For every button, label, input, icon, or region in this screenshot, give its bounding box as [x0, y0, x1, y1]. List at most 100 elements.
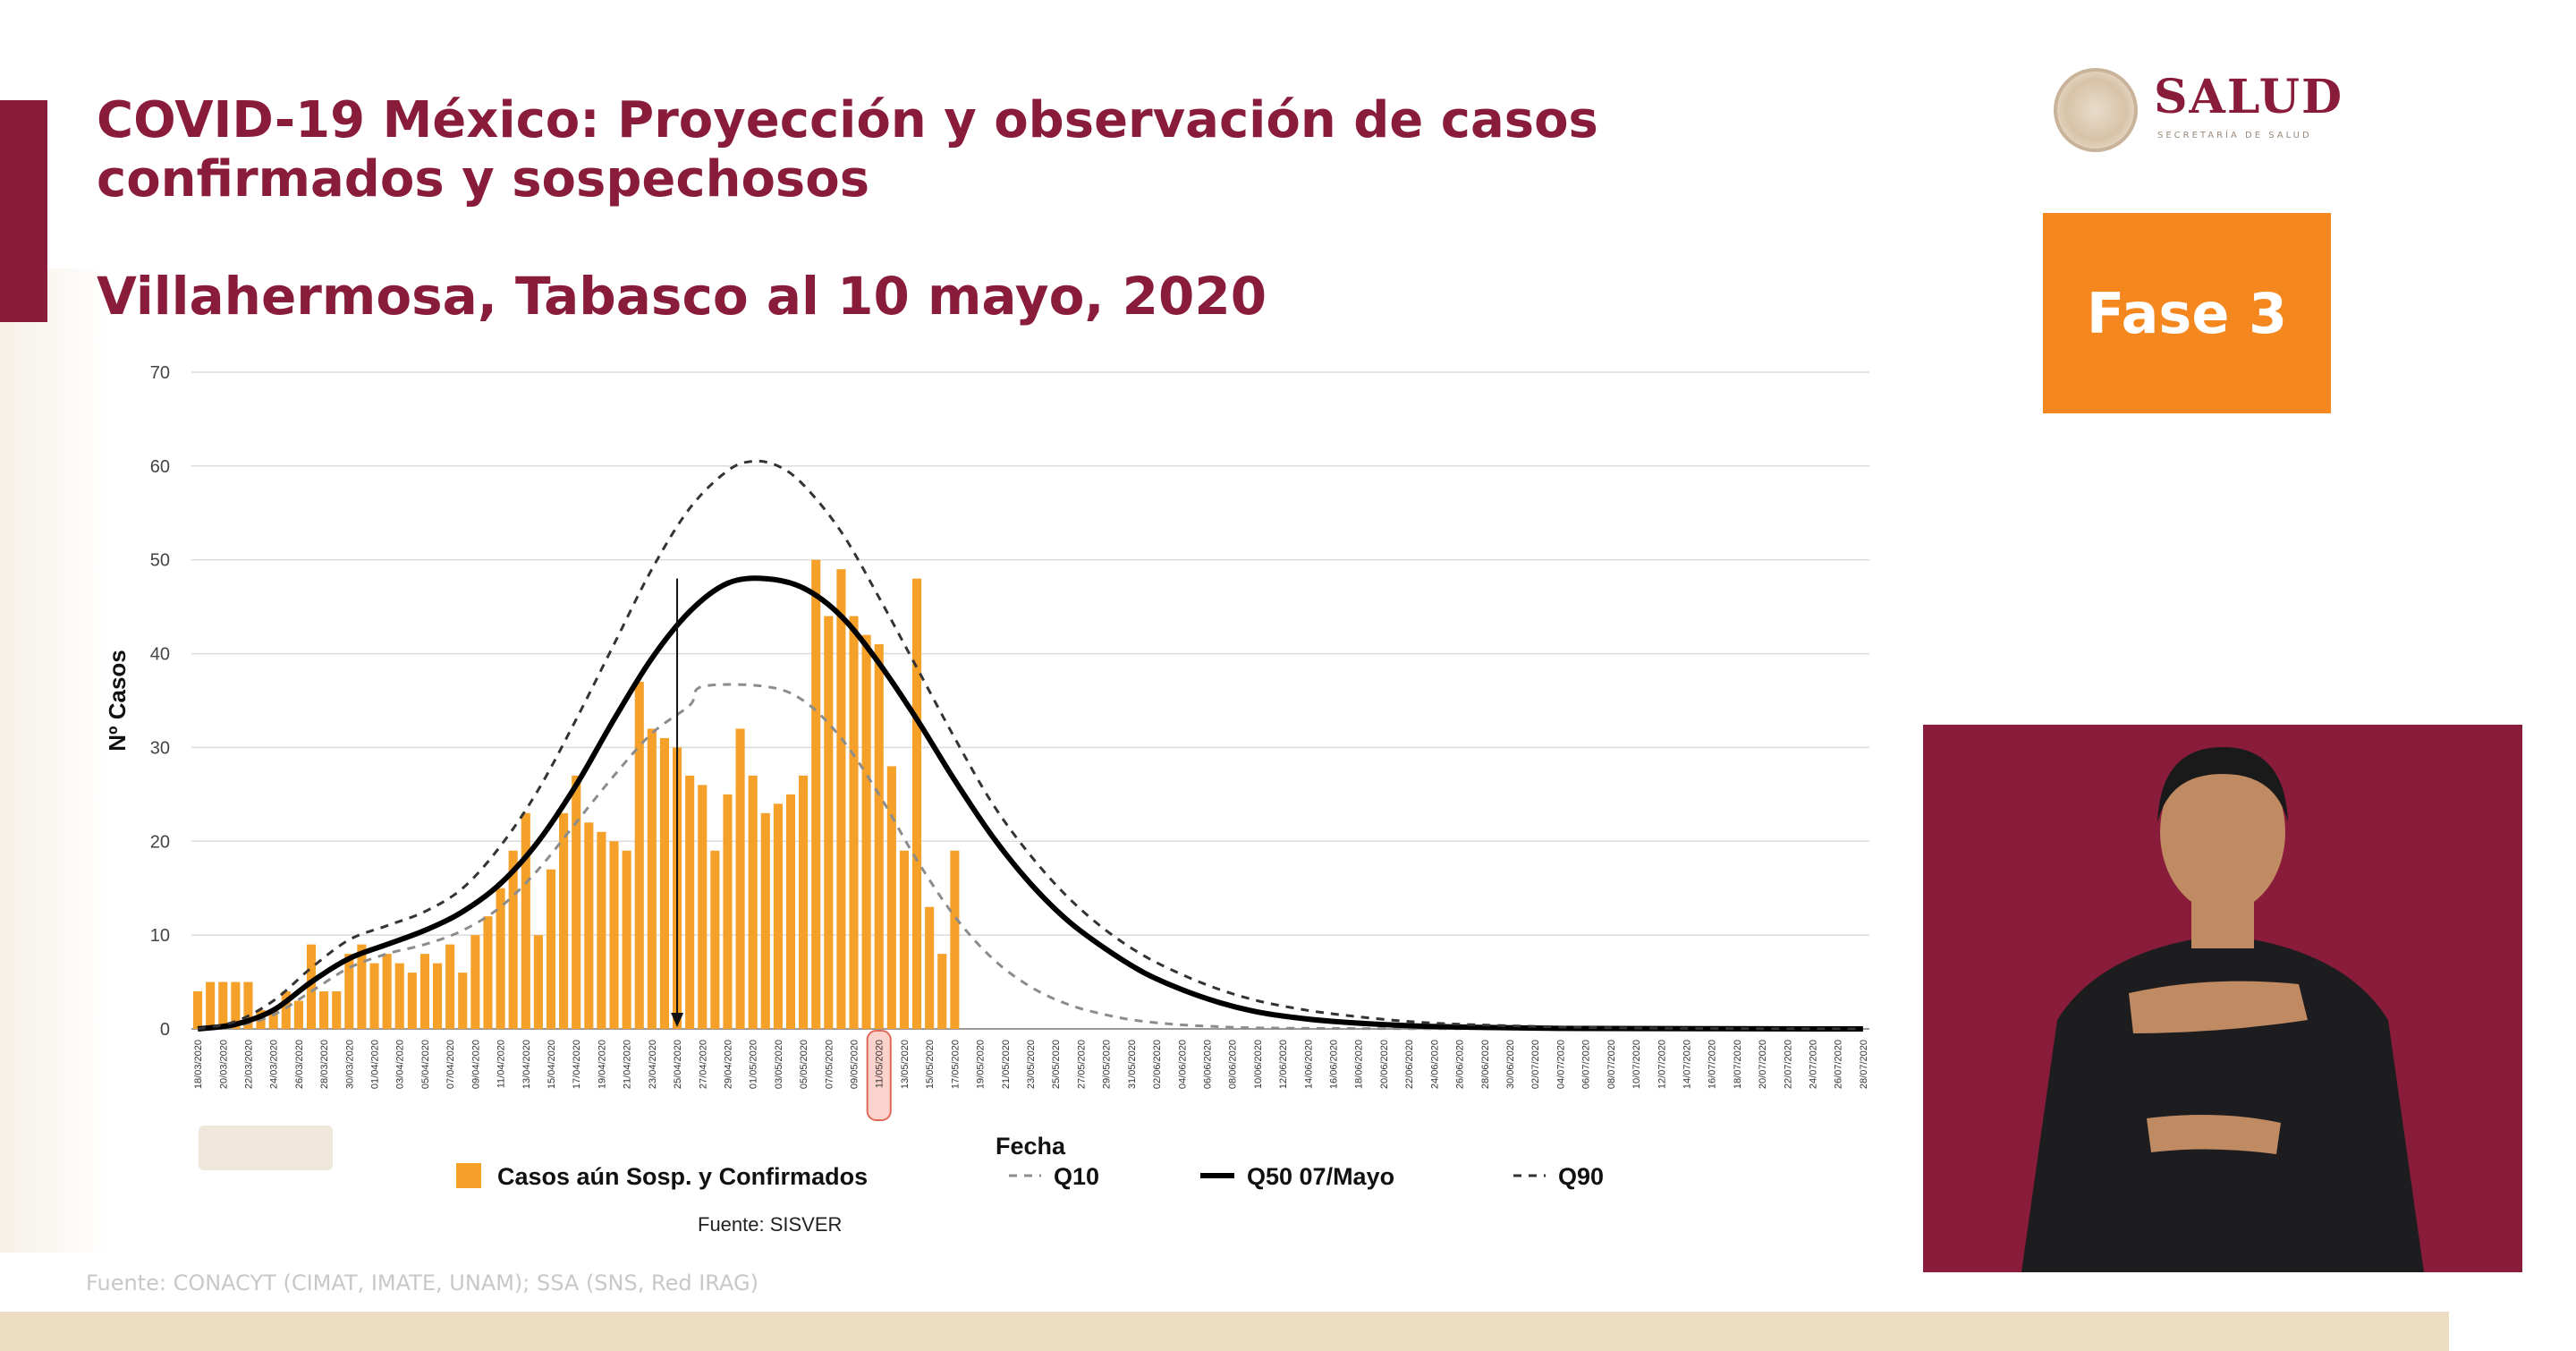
x-tick-label: 13/04/2020 [521, 1040, 532, 1089]
y-tick-label: 60 [150, 457, 170, 477]
x-tick-label: 28/06/2020 [1480, 1040, 1491, 1089]
national-seal-icon [2054, 68, 2138, 152]
x-tick-label: 01/05/2020 [749, 1040, 759, 1089]
x-tick-label: 21/04/2020 [623, 1040, 633, 1089]
bar [723, 794, 733, 1029]
x-tick-label: 21/05/2020 [1001, 1040, 1012, 1089]
x-tick-label: 09/05/2020 [850, 1040, 860, 1089]
bar [319, 991, 329, 1029]
x-tick-label: 23/04/2020 [648, 1040, 658, 1089]
bar [735, 728, 745, 1029]
bar [470, 935, 480, 1029]
y-tick-label: 20 [150, 832, 170, 852]
bar [306, 944, 317, 1029]
x-tick-label: 08/06/2020 [1228, 1040, 1239, 1089]
x-tick-label: 31/05/2020 [1127, 1040, 1138, 1089]
y-tick-label: 0 [160, 1020, 170, 1040]
q10-curve [197, 683, 1863, 1031]
x-tick-label: 11/04/2020 [496, 1040, 507, 1088]
x-tick-label: 10/06/2020 [1253, 1040, 1264, 1089]
x-tick-label: 25/04/2020 [673, 1040, 683, 1089]
x-tick-label: 30/06/2020 [1505, 1040, 1516, 1089]
x-tick-label: 28/03/2020 [319, 1040, 330, 1089]
bar [785, 794, 796, 1029]
x-tick-label: 24/07/2020 [1809, 1040, 1819, 1089]
x-tick-label: 12/07/2020 [1657, 1040, 1667, 1089]
chart-source-note: Fuente: SISVER [698, 1213, 842, 1236]
bar [382, 954, 392, 1029]
x-tick-label: 22/03/2020 [243, 1040, 254, 1089]
bar [458, 973, 468, 1029]
bar [849, 616, 859, 1029]
bar [407, 973, 417, 1029]
bar [659, 737, 669, 1029]
bar [584, 822, 594, 1029]
x-tick-label: 24/03/2020 [269, 1040, 280, 1089]
bar [572, 775, 581, 1029]
x-tick-label: 05/04/2020 [420, 1040, 431, 1089]
y-tick-label: 30 [150, 738, 170, 758]
x-tick-label: 14/06/2020 [1303, 1040, 1314, 1089]
x-tick-label: 05/05/2020 [799, 1040, 809, 1089]
bar [193, 991, 203, 1029]
x-tick-label: 04/06/2020 [1177, 1040, 1188, 1089]
x-tick-label: 23/05/2020 [1026, 1040, 1037, 1089]
x-tick-label: 29/04/2020 [723, 1040, 733, 1089]
bar [685, 775, 695, 1029]
bar [760, 812, 770, 1029]
bar [799, 775, 809, 1029]
bar [483, 916, 493, 1029]
q50-curve [197, 575, 1863, 1032]
x-tick-label: 04/07/2020 [1555, 1040, 1566, 1089]
sign-language-interpreter-panel [1923, 725, 2522, 1272]
bar [773, 803, 783, 1029]
x-tick-label: 18/07/2020 [1733, 1040, 1743, 1089]
x-tick-label: 28/07/2020 [1859, 1040, 1869, 1089]
x-tick-label: 26/07/2020 [1834, 1040, 1844, 1089]
bar [293, 1000, 303, 1029]
x-tick-label: 19/05/2020 [976, 1040, 987, 1089]
x-tick-label: 15/04/2020 [547, 1040, 557, 1089]
phase-badge-label: Fase 3 [2086, 281, 2288, 346]
bar [912, 578, 922, 1029]
x-tick-label: 19/04/2020 [597, 1040, 607, 1089]
x-tick-label: 03/05/2020 [774, 1040, 784, 1089]
bar [811, 559, 821, 1029]
y-axis-label: Nº Casos [104, 650, 131, 752]
x-tick-label: 17/05/2020 [950, 1040, 961, 1089]
logo-wordmark: SALUD [2154, 70, 2344, 124]
bar [647, 728, 657, 1029]
x-tick-label: 18/06/2020 [1354, 1040, 1365, 1089]
y-tick-label: 70 [150, 363, 170, 383]
bar [634, 682, 644, 1029]
y-tick-label: 40 [150, 645, 170, 665]
x-tick-label: 25/05/2020 [1051, 1040, 1062, 1089]
anniversary-emblem [199, 1126, 333, 1170]
x-tick-label: 01/04/2020 [370, 1040, 381, 1089]
bar [559, 812, 569, 1029]
x-tick-label: 18/03/2020 [193, 1040, 204, 1089]
bar [231, 981, 241, 1029]
background-watermark [0, 268, 107, 1253]
bar [925, 906, 935, 1029]
y-tick-label: 10 [150, 926, 170, 946]
bar [899, 850, 909, 1029]
x-tick-label: 17/04/2020 [572, 1040, 582, 1089]
x-tick-label: 12/06/2020 [1278, 1040, 1289, 1089]
footer-stripe [0, 1312, 2449, 1351]
bar [521, 812, 530, 1029]
bar [332, 991, 342, 1029]
bar [268, 1010, 278, 1029]
y-tick-label: 50 [150, 551, 170, 571]
x-tick-label: 24/06/2020 [1429, 1040, 1440, 1089]
bar [533, 935, 543, 1029]
x-tick-label: 09/04/2020 [470, 1040, 481, 1089]
x-tick-label: 07/04/2020 [445, 1040, 456, 1089]
cases-projection-chart: 0 10 20 30 40 50 60 70 Nº Casos 18/03/2020 20/03/2… [104, 363, 1869, 1236]
x-tick-label: 29/05/2020 [1102, 1040, 1113, 1089]
phase-badge: Fase 3 [2043, 213, 2331, 413]
x-tick-label: 22/06/2020 [1404, 1040, 1415, 1089]
x-tick-label: 06/06/2020 [1202, 1040, 1213, 1089]
legend-bars-label: Casos aún Sosp. y Confirmados [497, 1163, 868, 1190]
bar [609, 841, 619, 1029]
